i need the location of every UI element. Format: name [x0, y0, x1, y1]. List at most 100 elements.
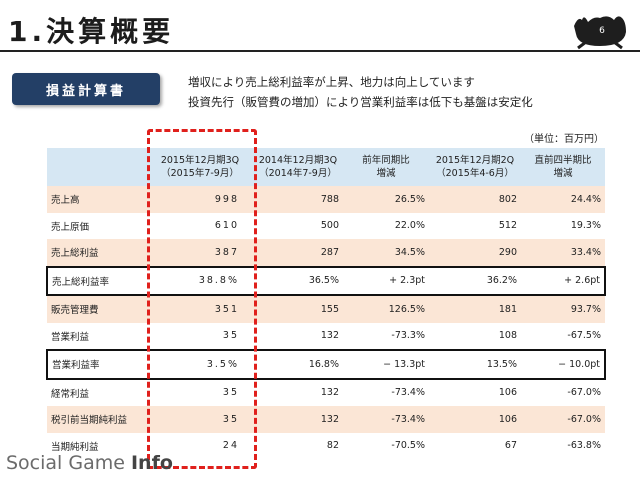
column-header: 前年同期比 増減	[343, 148, 429, 186]
table-cell: 106	[429, 406, 521, 433]
summary-line: 増収により売上総利益率が上昇、地力は向上しています	[188, 75, 475, 89]
table-row: 売上総利益率 38.8% 36.5% + 2.3pt 36.2% + 2.6pt	[46, 265, 606, 296]
row-label: 売上総利益	[47, 239, 147, 267]
table-cell: 22.0%	[343, 212, 429, 239]
row-label: 税引前当期純利益	[47, 406, 147, 433]
table-cell: 181	[429, 295, 521, 323]
page-number: 6	[599, 26, 605, 36]
table-row: 売上高 998 788 26.5% 802 24.4%	[47, 186, 605, 213]
table-cell: 19.3%	[521, 212, 605, 239]
table-cell: 132	[253, 406, 343, 433]
table-row: 営業利益 35 132 -73.3% 108 -67.5%	[47, 322, 605, 350]
row-label: 営業利益率	[46, 349, 147, 380]
table-cell: 34.5%	[343, 239, 429, 267]
row-label: 経常利益	[47, 378, 147, 406]
table-cell: 93.7%	[521, 295, 605, 323]
table-cell: 33.4%	[521, 239, 605, 267]
row-label: 売上総利益率	[46, 265, 147, 296]
table-cell: 3.5%	[147, 349, 253, 380]
table-cell: 36.2%	[429, 265, 521, 296]
table-cell: -67.0%	[521, 378, 605, 406]
table-cell: 35	[147, 322, 253, 350]
table-cell: -73.3%	[343, 322, 429, 350]
table-cell: 36.5%	[253, 265, 343, 296]
table-cell: 351	[147, 295, 253, 323]
section-label: 損益計算書	[12, 73, 160, 105]
table-cell: -63.8%	[521, 432, 605, 459]
table-cell: + 2.6pt	[521, 265, 606, 296]
table-cell: 35	[147, 378, 253, 406]
table-row: 営業利益率 3.5% 16.8% − 13.3pt 13.5% − 10.0pt	[46, 349, 606, 380]
summary-text: 増収により売上総利益率が上昇、地力は向上しています 投資先行（販管費の増加）によ…	[188, 72, 533, 112]
column-header-line: （2015年7-9月）	[161, 168, 239, 179]
table-row: 販売管理費 351 155 126.5% 181 93.7%	[47, 295, 605, 323]
table-cell: 67	[429, 432, 521, 459]
table-cell: -73.4%	[343, 406, 429, 433]
row-label: 営業利益	[47, 322, 147, 350]
column-header: 2015年12月期2Q （2015年4-6月）	[429, 148, 521, 186]
table-cell: 26.5%	[343, 186, 429, 213]
table-cell: 24	[147, 432, 253, 459]
table-cell: + 2.3pt	[343, 265, 429, 296]
summary-line: 投資先行（販管費の増加）により営業利益率は低下も基盤は安定化	[188, 95, 533, 109]
column-header-line: 前年同期比	[362, 155, 410, 166]
table-cell: 610	[147, 212, 253, 239]
column-header: 2014年12月期3Q （2014年7-9月）	[253, 148, 343, 186]
page-badge-icon	[574, 16, 626, 50]
page-title: 1.決算概要	[8, 15, 175, 48]
table-cell: 108	[429, 322, 521, 350]
table-cell: 132	[253, 322, 343, 350]
table-cell: 82	[253, 432, 343, 459]
table-row: 売上総利益 387 287 34.5% 290 33.4%	[47, 239, 605, 267]
table-cell: − 13.3pt	[343, 349, 429, 380]
watermark-brand-bold: Info	[130, 452, 173, 474]
column-header-line: 2015年12月期3Q	[160, 155, 240, 166]
table-row: 税引前当期純利益 35 132 -73.4% 106 -67.0%	[47, 406, 605, 433]
table-cell: -70.5%	[343, 432, 429, 459]
column-header	[47, 148, 147, 186]
table-cell: 13.5%	[429, 349, 521, 380]
watermark-logo: Social Game Info	[6, 452, 173, 474]
column-header: 2015年12月期3Q （2015年7-9月）	[147, 148, 253, 186]
table-cell: 38.8%	[147, 265, 253, 296]
column-header-line: 2014年12月期3Q	[258, 155, 338, 166]
column-header-line: 2015年12月期2Q	[435, 155, 515, 166]
income-statement-table: 2015年12月期3Q （2015年7-9月） 2014年12月期3Q （2014年…	[46, 148, 606, 459]
column-header-line: （2014年7-9月）	[259, 168, 337, 179]
watermark-brand: Social Game	[6, 452, 131, 474]
table-cell: 788	[253, 186, 343, 213]
table-cell: 387	[147, 239, 253, 267]
title-divider	[0, 50, 640, 52]
table-cell: -73.4%	[343, 378, 429, 406]
column-header-line: 増減	[553, 168, 573, 179]
column-header-line: 直前四半期比	[534, 155, 592, 166]
table-cell: 290	[429, 239, 521, 267]
table-cell: 998	[147, 186, 253, 213]
table-cell: 155	[253, 295, 343, 323]
row-label: 売上原価	[47, 212, 147, 239]
table-cell: 132	[253, 378, 343, 406]
table-cell: -67.5%	[521, 322, 605, 350]
table-cell: 126.5%	[343, 295, 429, 323]
column-header-line: 増減	[376, 168, 396, 179]
column-header-line: （2015年4-6月）	[436, 168, 514, 179]
row-label: 販売管理費	[47, 295, 147, 323]
column-header: 直前四半期比 増減	[521, 148, 605, 186]
row-label: 当期純利益	[47, 432, 147, 459]
table-cell: 287	[253, 239, 343, 267]
table-cell: 16.8%	[253, 349, 343, 380]
table-row: 当期純利益 24 82 -70.5% 67 -63.8%	[47, 432, 605, 459]
table-cell: − 10.0pt	[521, 349, 606, 380]
unit-label: （単位：百万円）	[524, 134, 604, 145]
table-cell: 106	[429, 378, 521, 406]
row-label: 売上高	[47, 186, 147, 213]
table-header-row: 2015年12月期3Q （2015年7-9月） 2014年12月期3Q （2014年…	[47, 148, 605, 186]
table-row: 経常利益 35 132 -73.4% 106 -67.0%	[47, 378, 605, 406]
table-cell: 802	[429, 186, 521, 213]
table-cell: 35	[147, 406, 253, 433]
table-cell: 24.4%	[521, 186, 605, 213]
table-cell: 500	[253, 212, 343, 239]
table-cell: -67.0%	[521, 406, 605, 433]
table-row: 売上原価 610 500 22.0% 512 19.3%	[47, 212, 605, 239]
table-cell: 512	[429, 212, 521, 239]
